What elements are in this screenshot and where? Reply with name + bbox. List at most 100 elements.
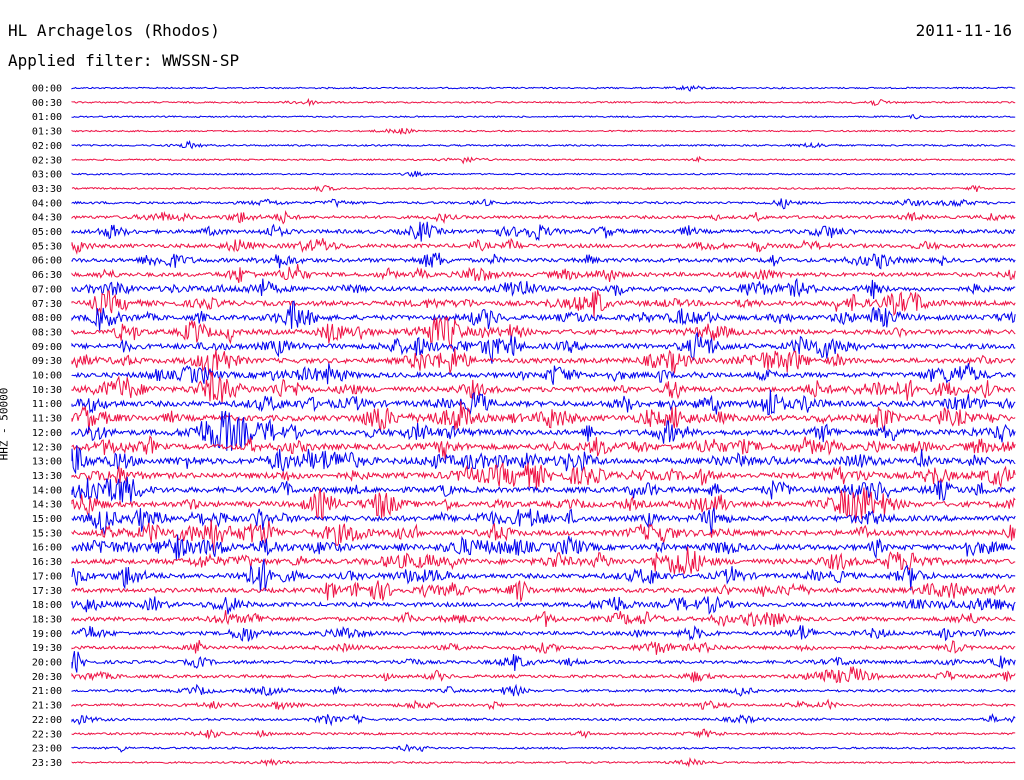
station-title: HL Archagelos (Rhodos): [8, 21, 220, 40]
row-time-label: 02:30: [32, 155, 62, 166]
seismic-trace: [71, 252, 1016, 270]
row-time-label: 05:30: [32, 241, 62, 252]
seismic-trace: [71, 580, 1016, 602]
seismic-trace: [71, 610, 1016, 628]
row-time-label: 22:30: [32, 729, 62, 740]
seismic-trace: [71, 113, 1016, 120]
seismic-trace: [71, 743, 1016, 753]
seismic-trace: [71, 728, 1016, 740]
seismic-trace: [71, 546, 1016, 575]
seismic-trace: [71, 127, 1016, 135]
seismic-trace: [71, 401, 1016, 434]
seismic-trace: [71, 237, 1016, 255]
row-time-label: 09:30: [32, 356, 62, 367]
filter-label: Applied filter: WWSSN-SP: [8, 51, 240, 70]
row-time-label: 18:00: [32, 600, 62, 611]
row-time-label: 07:30: [32, 299, 62, 310]
seismic-trace: [71, 210, 1016, 225]
row-time-label: 07:00: [32, 284, 62, 295]
seismic-trace: [71, 332, 1016, 364]
seismic-trace: [71, 198, 1016, 210]
row-time-label: 20:00: [32, 658, 62, 669]
seismic-trace: [71, 445, 1016, 475]
row-time-label: 09:00: [32, 342, 62, 353]
row-time-label: 14:30: [32, 500, 62, 511]
seismic-trace: [71, 625, 1016, 642]
seismic-trace: [71, 289, 1016, 318]
row-time-label: 03:00: [32, 170, 62, 181]
seismic-trace: [71, 315, 1016, 350]
row-time-label: 11:30: [32, 414, 62, 425]
seismic-trace: [71, 410, 1016, 451]
row-time-label: 15:30: [32, 528, 62, 539]
seismic-trace: [71, 712, 1016, 727]
seismic-trace: [71, 756, 1016, 768]
seismic-trace: [71, 221, 1016, 242]
row-time-label: 01:00: [32, 112, 62, 123]
seismic-trace: [71, 371, 1016, 404]
row-time-label: 17:00: [32, 571, 62, 582]
seismic-trace: [71, 97, 1016, 107]
seismic-trace: [71, 507, 1016, 535]
row-time-label: 23:30: [32, 758, 62, 769]
seismic-trace: [71, 363, 1016, 385]
row-time-label: 17:30: [32, 586, 62, 597]
seismic-trace: [71, 435, 1016, 460]
seismic-trace: [71, 277, 1016, 300]
row-time-label: 04:30: [32, 213, 62, 224]
row-time-label: 11:00: [32, 399, 62, 410]
seismic-trace: [71, 698, 1016, 711]
row-time-label: 06:30: [32, 270, 62, 281]
row-time-label: 05:00: [32, 227, 62, 238]
row-time-label: 14:00: [32, 485, 62, 496]
row-time-label: 03:30: [32, 184, 62, 195]
seismic-trace: [71, 300, 1016, 331]
seismic-trace: [71, 666, 1016, 684]
seismic-trace: [71, 534, 1016, 560]
row-time-label: 18:30: [32, 614, 62, 625]
seismic-trace: [71, 683, 1016, 697]
seismic-trace: [71, 487, 1016, 524]
row-time-label: 08:30: [32, 327, 62, 338]
row-time-label: 19:30: [32, 643, 62, 654]
seismic-trace: [71, 348, 1016, 377]
seismic-trace: [71, 263, 1016, 284]
row-time-label: 13:00: [32, 457, 62, 468]
row-time-label: 08:00: [32, 313, 62, 324]
row-time-label: 10:30: [32, 385, 62, 396]
row-time-label: 23:00: [32, 744, 62, 755]
row-time-label: 10:00: [32, 371, 62, 382]
seismic-trace: [71, 84, 1016, 92]
row-time-label: 02:00: [32, 141, 62, 152]
seismic-trace: [71, 170, 1016, 178]
seismic-trace: [71, 639, 1016, 655]
row-time-label: 00:30: [32, 98, 62, 109]
row-time-label: 12:00: [32, 428, 62, 439]
seismic-trace: [71, 595, 1016, 615]
seismic-trace: [71, 139, 1016, 150]
row-time-label: 16:30: [32, 557, 62, 568]
row-time-label: 22:00: [32, 715, 62, 726]
row-time-label: 20:30: [32, 672, 62, 683]
row-time-label: 01:30: [32, 127, 62, 138]
seismic-trace: [71, 558, 1016, 592]
row-time-label: 21:00: [32, 686, 62, 697]
row-time-label: 15:00: [32, 514, 62, 525]
record-date: 2011-11-16: [915, 21, 1012, 40]
seismic-trace: [71, 519, 1016, 553]
seismic-trace: [71, 389, 1016, 416]
seismic-trace: [71, 462, 1016, 490]
row-time-label: 16:00: [32, 543, 62, 554]
seismic-trace: [71, 651, 1016, 673]
row-time-label: 13:30: [32, 471, 62, 482]
row-time-label: 19:00: [32, 629, 62, 640]
row-time-label: 04:00: [32, 198, 62, 209]
row-time-label: 21:30: [32, 701, 62, 712]
seismic-trace: [71, 184, 1016, 193]
seismic-trace: [71, 155, 1016, 165]
row-time-label: 00:00: [32, 84, 62, 95]
row-time-label: 06:00: [32, 256, 62, 267]
row-time-label: 12:30: [32, 442, 62, 453]
